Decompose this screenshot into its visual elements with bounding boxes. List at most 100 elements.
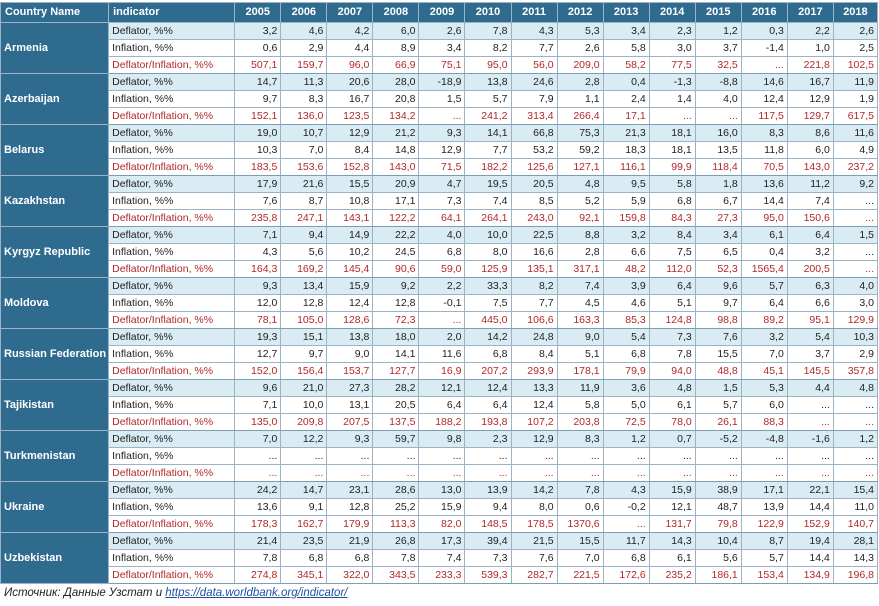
table-row: Deflator/Inflation, %% 164,3 169,2 145,4 90,… (1, 260, 879, 278)
value-cell: ... (280, 464, 328, 482)
value-cell: 90,6 (372, 260, 420, 278)
table-row: Uzbekistan Deflator, %% 21,4 23,5 21,9 26,8 17… (0, 532, 879, 584)
value-cell: 9,1 (280, 498, 328, 516)
value-cell: 24,5 (372, 243, 420, 261)
value-cell: 3,4 (602, 22, 650, 40)
value-cell: 24,2 (234, 481, 282, 499)
source-note: Источник: Данные Узстат и https://data.w… (4, 587, 347, 599)
value-cell: 153,7 (326, 362, 374, 380)
value-cell: 12,9 (510, 430, 558, 448)
value-cell: 5,6 (694, 549, 742, 567)
value-cell: 26,1 (694, 413, 742, 431)
value-cell: 105,0 (280, 311, 328, 329)
value-cell: 8,3 (280, 90, 328, 108)
value-cell: 7,8 (556, 481, 604, 499)
table-row: Inflation, %% 10,3 7,0 8,4 14,8 12,9 7,7 53,2 59… (1, 141, 879, 159)
value-cell: 11,0 (832, 498, 879, 516)
value-cell: 4,9 (832, 141, 879, 159)
value-cell: 7,8 (372, 549, 420, 567)
value-cell: 1370,6 (556, 515, 604, 533)
value-cell: 1565,4 (740, 260, 788, 278)
value-cell: 11,3 (280, 73, 328, 91)
value-cell: 4,0 (832, 277, 879, 295)
value-cell: 153,4 (740, 566, 788, 584)
table-row: Belarus Deflator, %% 19,0 10,7 12,9 21,2 9,3 14… (0, 124, 879, 176)
table-header: Country Name indicator 2005 2006 2007 2008 200… (0, 2, 879, 23)
value-cell: ... (556, 447, 604, 465)
header-year: 2011 (510, 2, 558, 23)
value-cell: 1,5 (832, 226, 879, 244)
source-link[interactable]: https://data.worldbank.org/indicator/ (165, 587, 348, 599)
value-cell: 12,8 (326, 498, 374, 516)
value-cell: 26,8 (372, 532, 420, 550)
value-cell: 7,3 (648, 328, 696, 346)
value-cell: 137,5 (372, 413, 420, 431)
value-cell: 7,5 (648, 243, 696, 261)
header-indicator: indicator (108, 2, 236, 23)
value-cell: ... (832, 447, 879, 465)
value-cell: 8,2 (510, 277, 558, 295)
value-cell: 48,2 (602, 260, 650, 278)
value-cell: 14,1 (464, 124, 512, 142)
value-cell: 19,5 (464, 175, 512, 193)
value-cell: 317,1 (556, 260, 604, 278)
value-cell: 59,7 (372, 430, 420, 448)
value-cell: 23,5 (280, 532, 328, 550)
value-cell: 243,0 (510, 209, 558, 227)
value-cell: 8,0 (510, 498, 558, 516)
value-cell: 5,3 (740, 379, 788, 397)
value-cell: 15,5 (694, 345, 742, 363)
value-cell: -1,4 (740, 39, 788, 57)
value-cell: ... (832, 243, 879, 261)
value-cell: 6,0 (372, 22, 420, 40)
value-cell: 4,8 (556, 175, 604, 193)
value-cell: 10,4 (694, 532, 742, 550)
value-cell: 66,9 (372, 56, 420, 74)
value-cell: 56,0 (510, 56, 558, 74)
value-cell: 8,4 (648, 226, 696, 244)
value-cell: 118,4 (694, 158, 742, 176)
value-cell: 2,4 (602, 90, 650, 108)
value-cell: 9,4 (280, 226, 328, 244)
table-row: Deflator/Inflation, %% 152,0 156,4 153,7 127… (1, 362, 879, 380)
value-cell: 143,1 (326, 209, 374, 227)
value-cell: 3,0 (648, 39, 696, 57)
value-cell: 88,3 (740, 413, 788, 431)
value-cell: -0,1 (418, 294, 466, 312)
value-cell: 182,2 (464, 158, 512, 176)
indicator-cell: Inflation, %% (108, 396, 236, 414)
value-cell: 143,0 (786, 158, 834, 176)
header-year: 2014 (648, 2, 696, 23)
value-cell: ... (418, 311, 466, 329)
value-cell: 72,3 (372, 311, 420, 329)
table-row: Deflator/Inflation, %% 152,1 136,0 123,5 134… (1, 107, 879, 125)
value-cell: 2,9 (832, 345, 879, 363)
value-cell: 117,5 (740, 107, 788, 125)
value-cell: 5,7 (740, 277, 788, 295)
value-cell: 10,8 (326, 192, 374, 210)
table-row: Inflation, %% 12,0 12,8 12,4 12,8 -0,1 7,5 7,7 4… (1, 294, 879, 312)
value-cell: 207,2 (464, 362, 512, 380)
value-cell: 28,1 (832, 532, 879, 550)
value-cell: ... (418, 447, 466, 465)
value-cell: 7,4 (418, 549, 466, 567)
value-cell: 106,6 (510, 311, 558, 329)
value-cell: 92,1 (556, 209, 604, 227)
value-cell: 193,8 (464, 413, 512, 431)
indicator-cell: Deflator, %% (108, 73, 236, 91)
value-cell: 134,9 (786, 566, 834, 584)
value-cell: ... (648, 464, 696, 482)
indicator-cell: Deflator, %% (108, 379, 236, 397)
value-cell: 2,3 (464, 430, 512, 448)
value-cell: 13,9 (740, 498, 788, 516)
value-cell: 48,7 (694, 498, 742, 516)
value-cell: 53,2 (510, 141, 558, 159)
value-cell: 9,2 (372, 277, 420, 295)
country-name-cell: Turkmenistan (0, 430, 110, 482)
value-cell: -1,3 (648, 73, 696, 91)
value-cell: 45,1 (740, 362, 788, 380)
value-cell: 4,8 (648, 379, 696, 397)
value-cell: 266,4 (556, 107, 604, 125)
value-cell: 2,2 (786, 22, 834, 40)
value-cell: ... (694, 447, 742, 465)
